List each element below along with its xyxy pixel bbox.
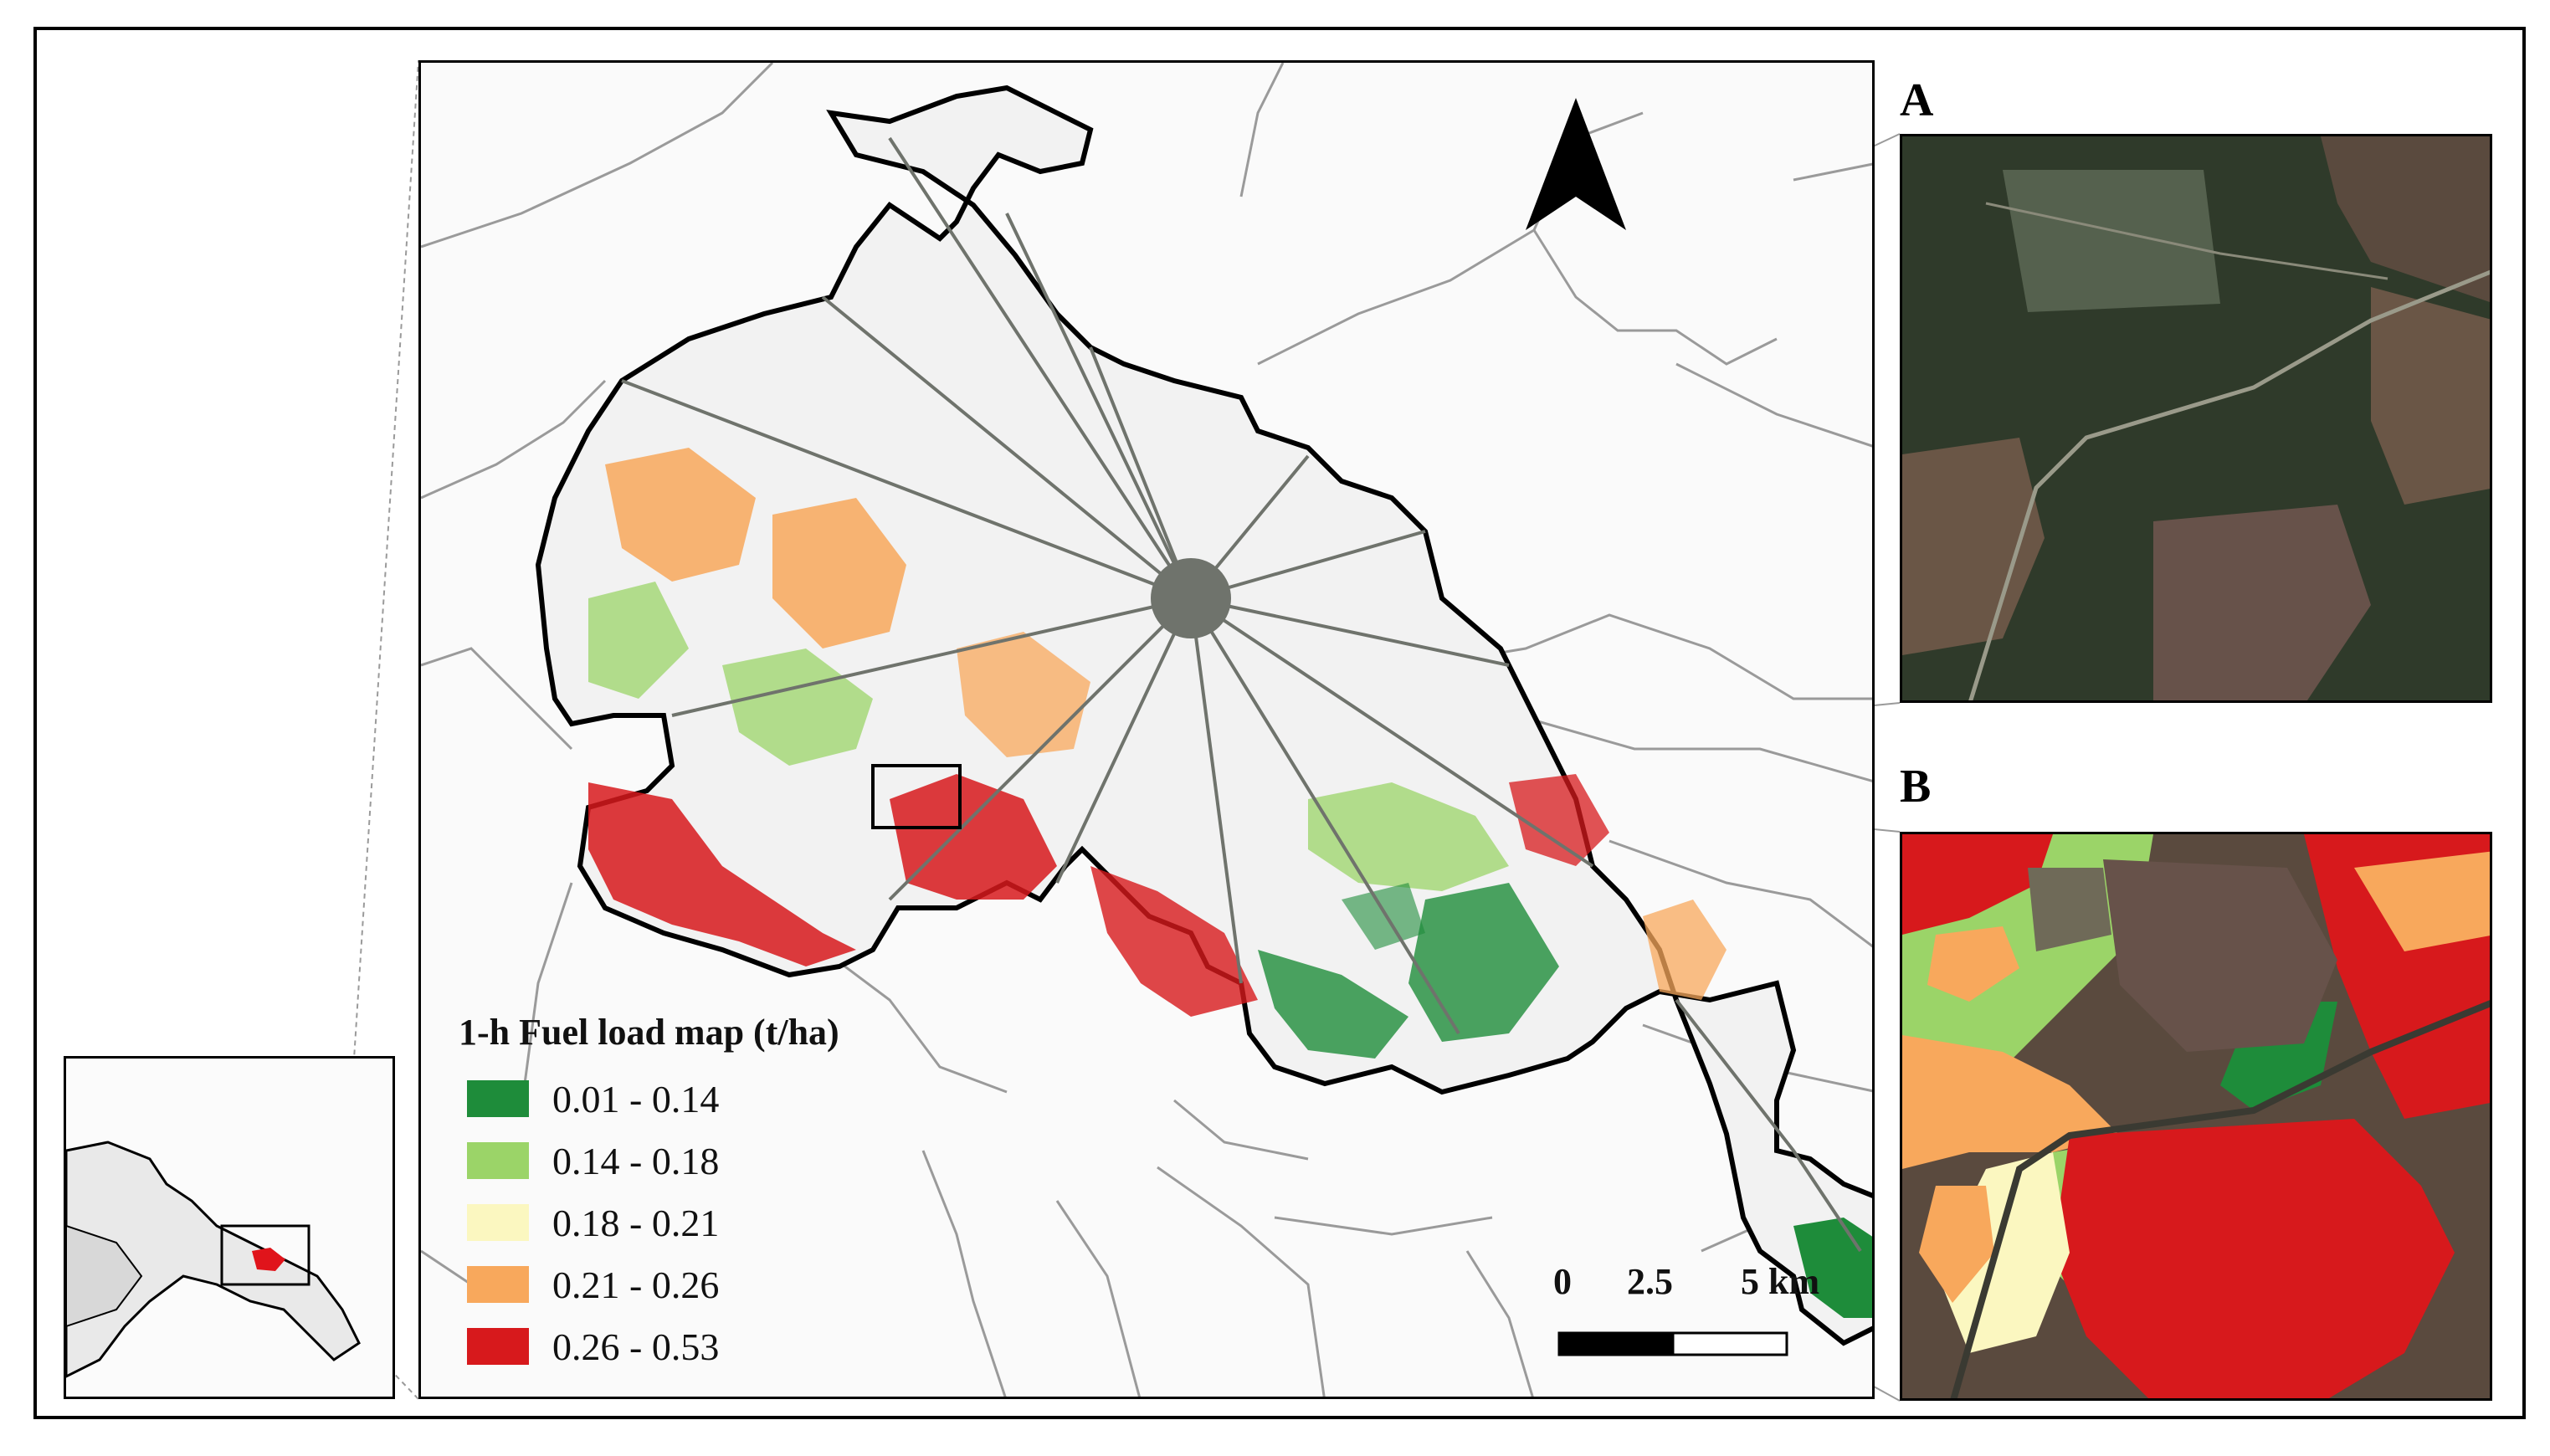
legend-swatch — [467, 1204, 529, 1241]
figure-frame — [33, 27, 2526, 1419]
detail-canvas-b — [1902, 834, 2490, 1398]
legend-title: 1-h Fuel load map (t/ha) — [459, 1012, 839, 1053]
legend-label: 0.18 - 0.21 — [552, 1201, 720, 1244]
legend-item: 0.21 - 0.26 — [467, 1263, 720, 1306]
legend-swatch — [467, 1266, 529, 1303]
legend-item: 0.18 - 0.21 — [467, 1201, 720, 1244]
fuel-load-detail-b — [1900, 832, 2492, 1401]
panel-a-label: A — [1900, 74, 1934, 126]
scale-label-0: 0 — [1553, 1261, 1572, 1302]
town-center — [1151, 558, 1231, 638]
legend-swatch — [467, 1328, 529, 1365]
legend-item: 0.14 - 0.18 — [467, 1140, 719, 1182]
inset-study-area — [252, 1248, 285, 1271]
municipal-borders — [421, 63, 1872, 1397]
panel-b-label: B — [1900, 761, 1932, 813]
legend-label: 0.01 - 0.14 — [552, 1077, 720, 1120]
main-map — [418, 60, 1875, 1399]
legend-item: 0.26 - 0.53 — [467, 1325, 720, 1368]
scale-label-5km: 5 km — [1741, 1261, 1820, 1302]
detail-extent-box — [871, 764, 962, 829]
satellite-image-a — [1900, 134, 2492, 703]
main-map-canvas — [421, 63, 1872, 1397]
scale-bar — [1557, 1331, 1788, 1356]
legend-label: 0.21 - 0.26 — [552, 1263, 720, 1306]
legend-item: 0.01 - 0.14 — [467, 1078, 719, 1120]
inset-locator-map — [64, 1056, 395, 1399]
inset-canvas — [66, 1141, 361, 1378]
north-arrow-icon — [1526, 98, 1626, 230]
legend-label: 0.26 - 0.53 — [552, 1325, 720, 1368]
fuel-patches — [588, 448, 1872, 1318]
legend-swatch — [467, 1080, 529, 1117]
satellite-canvas-a — [1902, 136, 2490, 700]
legend-swatch — [467, 1142, 529, 1179]
road-network — [621, 136, 1862, 1253]
scale-label-2-5: 2.5 — [1627, 1261, 1673, 1302]
inset-region — [66, 1141, 361, 1378]
legend-label: 0.14 - 0.18 — [552, 1139, 720, 1182]
inset-extent-box — [220, 1224, 310, 1286]
